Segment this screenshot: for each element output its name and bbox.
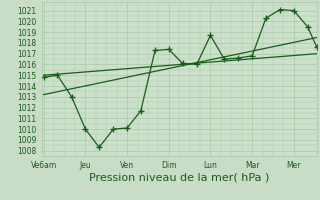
X-axis label: Pression niveau de la mer( hPa ): Pression niveau de la mer( hPa ) <box>89 173 269 183</box>
